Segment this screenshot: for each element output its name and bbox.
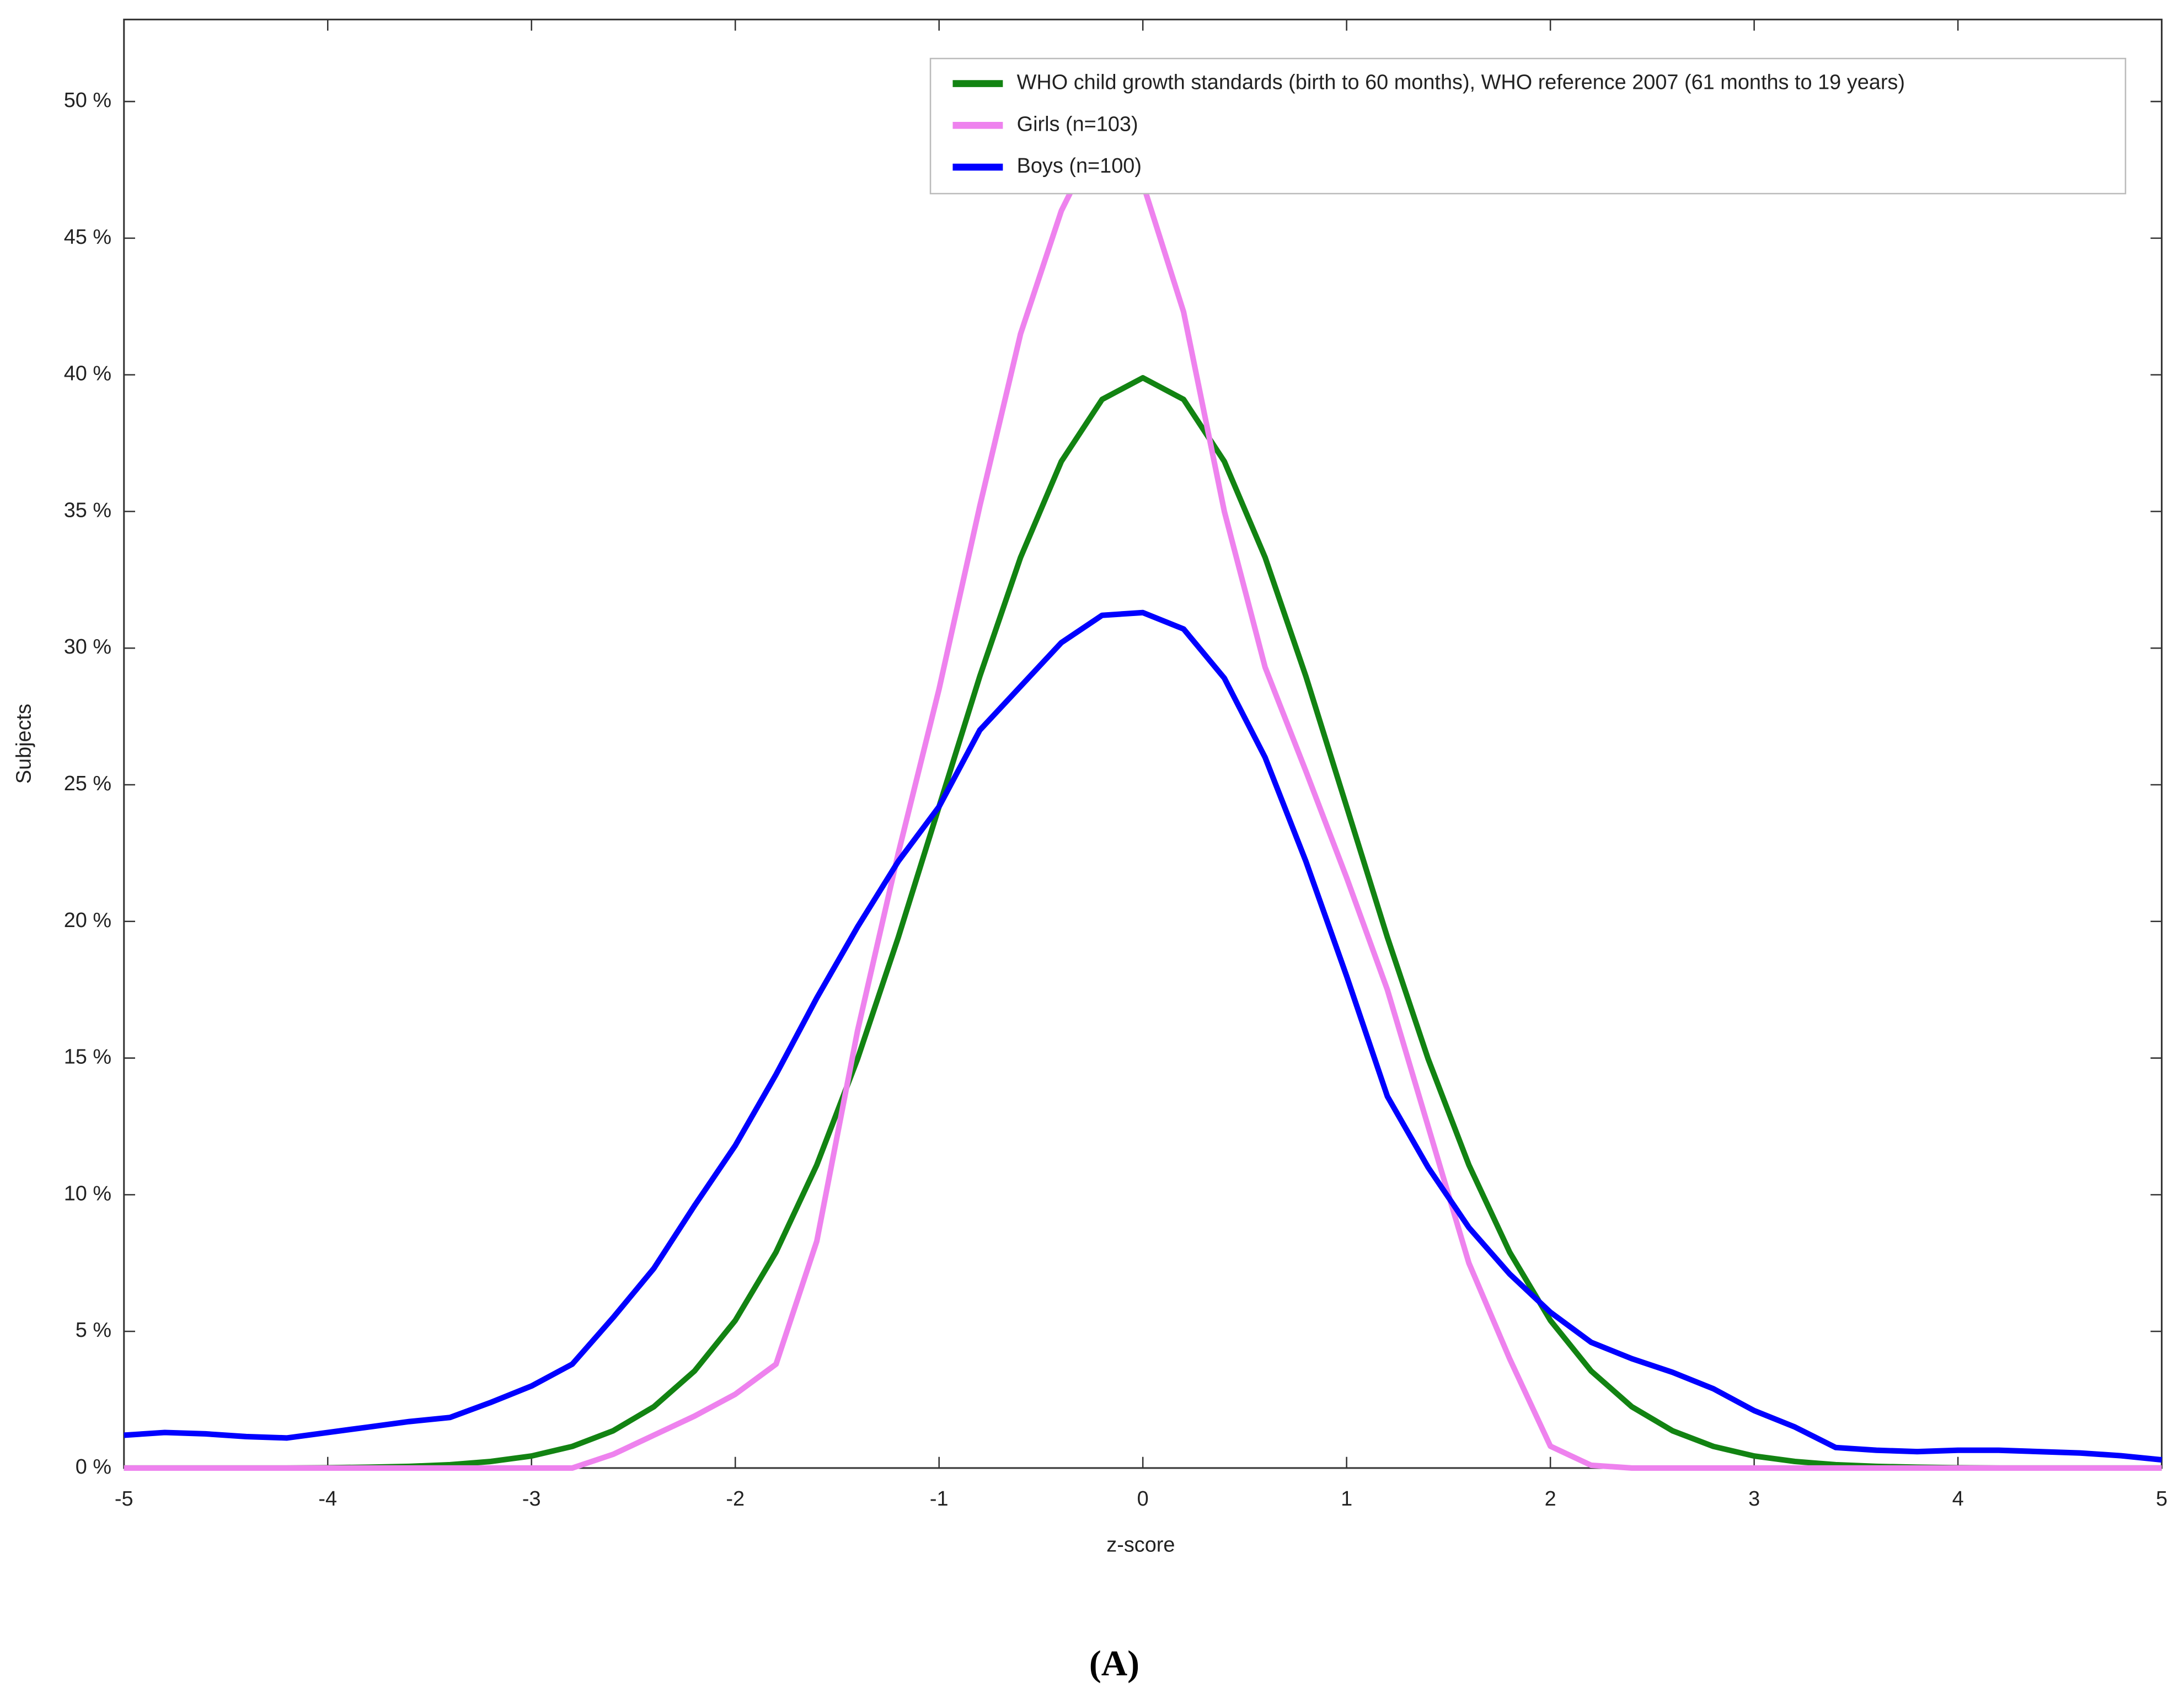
y-tick-label: 30 % xyxy=(64,635,111,658)
y-tick-label: 5 % xyxy=(76,1319,111,1342)
x-tick-label: 5 xyxy=(2156,1487,2167,1511)
x-tick-label: 2 xyxy=(1545,1487,1556,1511)
caption: (A) xyxy=(1089,1643,1139,1684)
legend-box xyxy=(929,57,2127,195)
y-tick-label: 35 % xyxy=(64,499,111,522)
x-tick-label: 0 xyxy=(1137,1487,1149,1511)
y-axis-label: Subjects xyxy=(12,704,35,784)
y-tick-label: 10 % xyxy=(64,1182,111,1205)
series-line xyxy=(124,375,2162,1471)
x-tick-label: -1 xyxy=(930,1487,949,1511)
series-line xyxy=(124,609,2162,1463)
x-tick-label: -3 xyxy=(522,1487,541,1511)
y-tick-label: 45 % xyxy=(64,226,111,249)
x-tick-label: 4 xyxy=(1952,1487,1964,1511)
x-tick-label: -2 xyxy=(726,1487,745,1511)
legend-label: WHO child growth standards (birth to 60 … xyxy=(1017,71,1905,94)
legend-label: Boys (n=100) xyxy=(1017,154,1142,178)
x-tick-label: 3 xyxy=(1748,1487,1760,1511)
y-tick-label: 40 % xyxy=(64,362,111,385)
x-tick-label: -4 xyxy=(318,1487,337,1511)
x-tick-label: 1 xyxy=(1341,1487,1352,1511)
y-tick-label: 0 % xyxy=(76,1455,111,1479)
y-tick-label: 15 % xyxy=(64,1046,111,1069)
y-tick-label: 50 % xyxy=(64,89,111,112)
x-axis-label: z-score xyxy=(1106,1533,1175,1556)
x-tick-label: -5 xyxy=(115,1487,133,1511)
legend-label: Girls (n=103) xyxy=(1017,113,1138,136)
y-tick-label: 20 % xyxy=(64,909,111,932)
y-tick-label: 25 % xyxy=(64,772,111,795)
